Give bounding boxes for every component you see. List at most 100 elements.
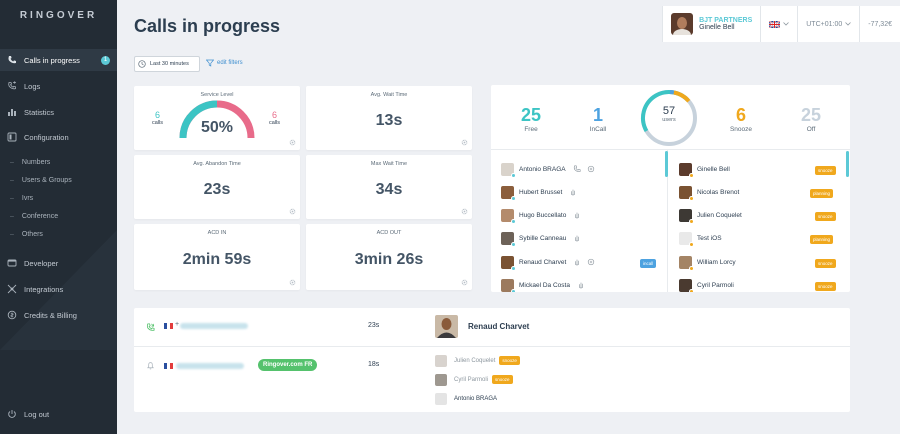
max-wait-title: Max Wait Time: [370, 161, 408, 167]
table-row[interactable]: Ringover.com FR 18s Julien Coquelet snoo…: [134, 347, 850, 412]
agent-row-julien-coquelet[interactable]: Julien Coquelet: [679, 204, 742, 226]
sidebar-item-label: Calls in progress: [24, 55, 80, 65]
integrations-icon: [6, 283, 18, 295]
snooze-count[interactable]: 6 Snooze: [729, 105, 753, 133]
sidebar-item-label: Configuration: [24, 132, 69, 142]
gear-icon[interactable]: [461, 208, 468, 215]
status-badge: snooze: [815, 166, 836, 175]
sidebar-item-integrations[interactable]: Integrations: [0, 278, 117, 300]
agent-row-renaud-charvet[interactable]: Renaud Charvet: [501, 251, 595, 273]
gear-icon[interactable]: [289, 139, 296, 146]
avg-abandon-card: Avg. Abandon Time 23s: [134, 155, 300, 219]
logout-button[interactable]: Log out: [0, 403, 117, 425]
sidebar: RINGOVER Calls in progress 1 Logs Statis…: [0, 0, 117, 434]
phone-icon[interactable]: [573, 165, 581, 173]
hand-icon[interactable]: [577, 281, 585, 289]
period-filter[interactable]: Last 30 minutes: [134, 56, 200, 72]
hand-icon[interactable]: [569, 188, 577, 196]
right-list-scrollbar[interactable]: [846, 151, 849, 177]
left-list-scrollbar[interactable]: [665, 151, 668, 177]
avatar: [435, 392, 447, 405]
sidebar-subitem-numbers[interactable]: Numbers: [10, 159, 50, 166]
ringover-logo[interactable]: RINGOVER: [19, 9, 98, 21]
sidebar-item-calls-in-progress[interactable]: Calls in progress 1: [0, 49, 117, 71]
sidebar-item-developer[interactable]: Developer: [0, 252, 117, 274]
gear-icon[interactable]: [461, 279, 468, 286]
sidebar-item-logs[interactable]: Logs: [0, 75, 117, 97]
avg-abandon-title: Avg. Abandon Time: [193, 161, 241, 167]
gear-icon[interactable]: [289, 208, 296, 215]
agent-row-mickael-da-costa[interactable]: Mickael Da Costa: [501, 274, 585, 292]
gear-icon[interactable]: [461, 139, 468, 146]
agent-name: Hugo Buccellato: [519, 211, 567, 219]
sidebar-item-configuration[interactable]: Configuration: [0, 126, 117, 148]
acd-in-card: ACD IN 2min 59s: [134, 224, 300, 290]
agent-row-hubert-brusset[interactable]: Hubert Brusset: [501, 181, 577, 203]
status-badge: incall: [640, 259, 657, 268]
account-switcher[interactable]: BJT PARTNERS Ginelle Bell: [663, 6, 762, 42]
agent-row-cyril-parmoli[interactable]: Cyril Parmoli: [679, 274, 734, 292]
avatar: [501, 185, 516, 201]
agent-name: Julien Coquelet: [697, 211, 742, 219]
timezone-selector[interactable]: UTC+01:00: [798, 6, 861, 42]
sidebar-item-label: Integrations: [24, 284, 64, 294]
agent-name: Renaud Charvet: [468, 322, 530, 331]
agent-name: William Lorcy: [697, 258, 736, 266]
max-wait-value: 34s: [375, 181, 403, 198]
avatar: [671, 13, 694, 35]
agent-row-antonio-braga[interactable]: Antonio BRAGA: [501, 158, 595, 180]
billing-icon: [6, 309, 18, 321]
avg-wait-value: 13s: [375, 112, 403, 129]
ringing-agent: Julien Coquelet snooze: [435, 354, 520, 367]
status-badge: snooze: [499, 356, 520, 365]
sidebar-item-label: Developer: [24, 258, 59, 268]
sidebar-item-statistics[interactable]: Statistics: [0, 101, 117, 123]
hand-icon[interactable]: [573, 258, 581, 266]
agent-row-nicolas-brenot[interactable]: Nicolas Brenot: [679, 181, 739, 203]
filter-icon: [206, 59, 214, 67]
agent-row-ginelle-bell[interactable]: Ginelle Bell: [679, 158, 730, 180]
agent-row-test-ios[interactable]: Test iOS: [679, 227, 722, 249]
sidebar-subitem-conference[interactable]: Conference: [10, 213, 58, 220]
sidebar-item-label: Logs: [24, 81, 41, 91]
table-row[interactable]: + 23s Renaud Charvet: [134, 308, 850, 346]
acd-in-value: 2min 59s: [182, 251, 252, 268]
hand-icon[interactable]: [573, 211, 581, 219]
service-level-missed: 6 calls: [268, 110, 280, 126]
avg-wait-title: Avg. Wait Time: [370, 92, 408, 98]
agent-row-william-lorcy[interactable]: William Lorcy: [679, 251, 736, 273]
sidebar-subitem-others[interactable]: Others: [10, 231, 43, 238]
sidebar-subitem-users-groups[interactable]: Users & Groups: [10, 177, 72, 184]
headset-icon[interactable]: [587, 258, 595, 266]
agent-row-hugo-buccellato[interactable]: Hugo Buccellato: [501, 204, 581, 226]
edit-filters-link[interactable]: edit filters: [206, 59, 243, 67]
free-count[interactable]: 25 Free: [520, 105, 542, 133]
off-count[interactable]: 25 Off: [800, 105, 822, 133]
agent-name: Cyril Parmoli: [697, 281, 734, 289]
sidebar-decoration: [0, 230, 117, 350]
agent-row-sybille-canneau[interactable]: Sybille Canneau: [501, 227, 581, 249]
credit-balance[interactable]: -77,32€: [868, 20, 892, 28]
acd-out-value: 3min 26s: [354, 251, 424, 268]
hand-icon[interactable]: [573, 234, 581, 242]
avatar: [679, 185, 694, 201]
caller-prefix: +: [175, 321, 180, 328]
chart-icon: [6, 106, 18, 118]
france-flag-icon: [164, 363, 173, 369]
sidebar-item-credits-billing[interactable]: Credits & Billing: [0, 304, 117, 326]
users-donut: [641, 90, 697, 147]
ringing-agent: Antonio BRAGA: [435, 392, 497, 405]
agent-name: Mickael Da Costa: [519, 281, 570, 289]
language-selector[interactable]: [761, 6, 799, 42]
avatar: [435, 354, 447, 367]
incall-count[interactable]: 1 InCall: [589, 105, 607, 133]
service-level-card: Service Level 50% 6 calls 6 calls: [134, 86, 300, 150]
sidebar-subitem-ivrs[interactable]: Ivrs: [10, 195, 33, 202]
calls-badge: 1: [101, 55, 110, 65]
edit-filters-label: edit filters: [217, 60, 243, 66]
bell-icon: [147, 362, 154, 370]
acd-out-card: ACD OUT 3min 26s: [306, 224, 472, 290]
gear-icon[interactable]: [289, 279, 296, 286]
headset-icon[interactable]: [587, 165, 595, 173]
period-filter-label: Last 30 minutes: [150, 61, 189, 67]
